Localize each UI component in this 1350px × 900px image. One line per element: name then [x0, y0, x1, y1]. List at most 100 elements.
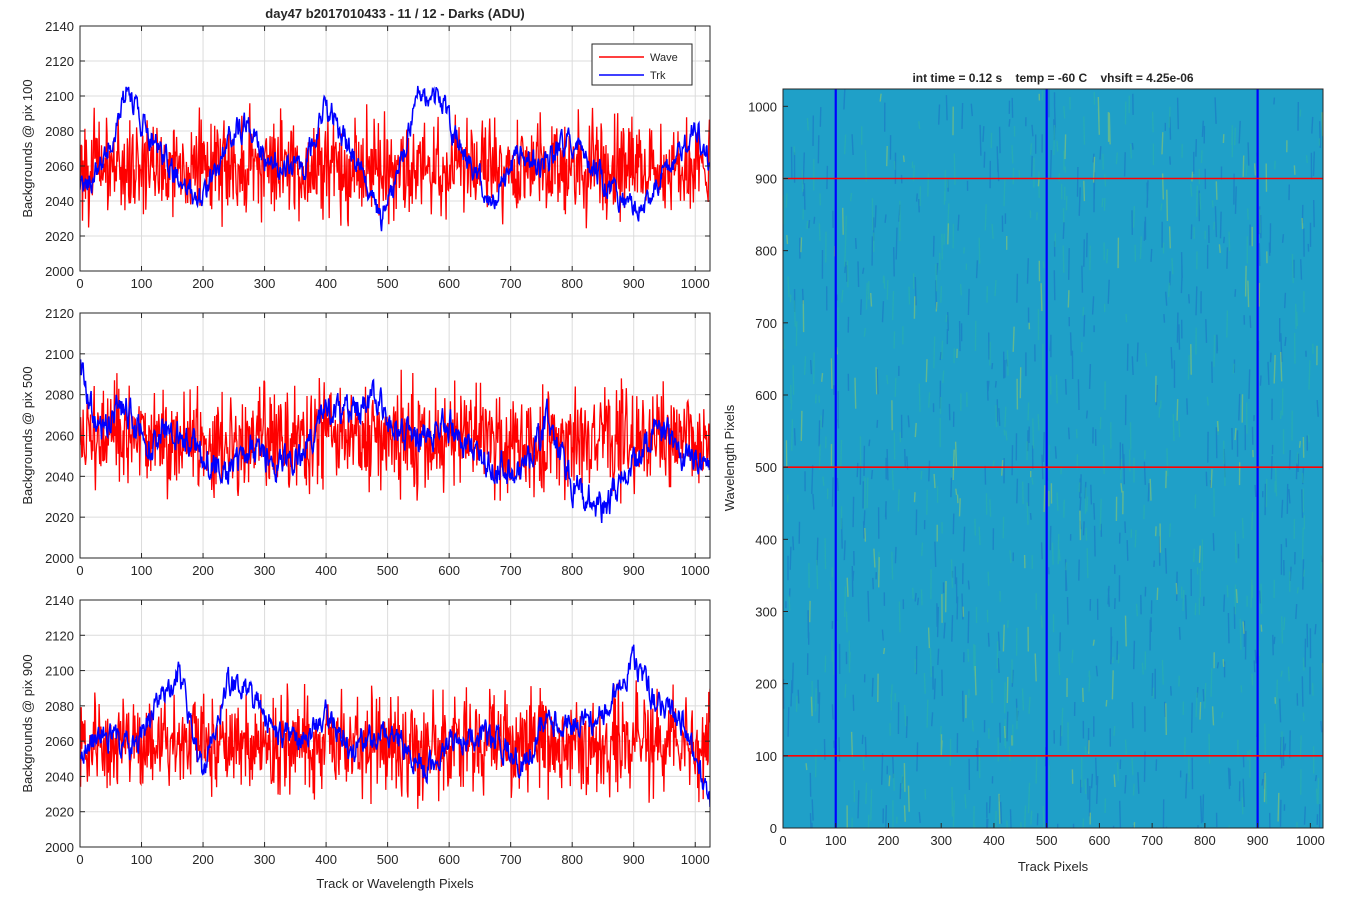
x-tick-label: 500 — [377, 563, 399, 578]
figure-title: day47 b2017010433 - 11 / 12 - Darks (ADU… — [265, 6, 524, 21]
x-tick-label: 400 — [983, 833, 1005, 848]
x-tick-label: 300 — [254, 276, 276, 291]
y-tick-label: 2120 — [45, 628, 74, 643]
x-tick-label: 900 — [623, 563, 645, 578]
x-tick-label: 600 — [438, 276, 460, 291]
x-tick-label: 1000 — [681, 276, 710, 291]
y-tick-label: 2040 — [45, 769, 74, 784]
x-tick-label: 900 — [623, 852, 645, 867]
y-axis-label: Backgrounds @ pix 100 — [20, 79, 35, 217]
x-tick-label: 1000 — [681, 852, 710, 867]
heatmap-texture — [783, 90, 1322, 828]
x-tick-label: 400 — [315, 563, 337, 578]
y-tick-label: 2040 — [45, 469, 74, 484]
x-tick-label: 500 — [1036, 833, 1058, 848]
heatmap-x-axis-label: Track Pixels — [1018, 859, 1089, 874]
y-tick-label: 2080 — [45, 699, 74, 714]
legend-label-wave: Wave — [650, 52, 678, 64]
heatmap-frame — [782, 88, 1324, 829]
x-tick-label: 500 — [377, 852, 399, 867]
line-chart-pix-500: 0 100 200 300 400 500 600 700 800 900 1000 2000 2020… — [20, 306, 711, 578]
series-line-trk — [80, 359, 710, 524]
x-tick-label: 200 — [192, 563, 214, 578]
legend-label-trk: Trk — [650, 70, 666, 82]
legend-box — [591, 43, 693, 86]
y-tick-label: 2100 — [45, 664, 74, 679]
x-tick-label: 900 — [623, 276, 645, 291]
x-tick-label: 700 — [500, 563, 522, 578]
y-tick-label: 2080 — [45, 124, 74, 139]
y-tick-label: 2120 — [45, 54, 74, 69]
heatmap-title: int time = 0.12 s temp = -60 C vhsift = … — [912, 71, 1193, 85]
y-tick-label: 1000 — [748, 99, 777, 114]
x-axis-label-left: Track or Wavelength Pixels — [316, 876, 474, 891]
x-tick-label: 200 — [878, 833, 900, 848]
x-tick-label: 800 — [561, 276, 583, 291]
x-tick-label: 0 — [76, 563, 83, 578]
y-tick-label: 900 — [755, 171, 777, 186]
heatmap-chart: int time = 0.12 s temp = -60 C vhsift = … — [722, 71, 1325, 874]
y-tick-label: 0 — [770, 821, 777, 836]
y-tick-label: 2060 — [45, 159, 74, 174]
x-tick-label: 200 — [192, 276, 214, 291]
x-tick-label: 0 — [76, 276, 83, 291]
x-tick-label: 700 — [500, 276, 522, 291]
x-tick-label: 400 — [315, 852, 337, 867]
x-tick-label: 300 — [254, 563, 276, 578]
legend: Wave Trk — [591, 43, 693, 86]
x-tick-label: 100 — [131, 563, 153, 578]
y-tick-label: 2000 — [45, 264, 74, 279]
heatmap-texture — [785, 93, 1323, 828]
x-tick-label: 600 — [1089, 833, 1111, 848]
x-tick-label: 900 — [1247, 833, 1269, 848]
y-tick-label: 2020 — [45, 510, 74, 525]
x-tick-label: 600 — [438, 852, 460, 867]
x-tick-label: 300 — [254, 852, 276, 867]
y-axis-label: Backgrounds @ pix 900 — [20, 654, 35, 792]
y-tick-label: 2040 — [45, 194, 74, 209]
y-tick-label: 2100 — [45, 89, 74, 104]
x-tick-label: 1000 — [1296, 833, 1325, 848]
y-tick-label: 2060 — [45, 734, 74, 749]
x-tick-label: 0 — [76, 852, 83, 867]
y-tick-label: 500 — [755, 460, 777, 475]
x-tick-label: 1000 — [681, 563, 710, 578]
x-tick-label: 700 — [1141, 833, 1163, 848]
y-tick-label: 700 — [755, 316, 777, 331]
axes-frame — [79, 25, 711, 272]
x-tick-label: 0 — [779, 833, 786, 848]
y-tick-label: 600 — [755, 388, 777, 403]
y-axis-label: Backgrounds @ pix 500 — [20, 366, 35, 504]
y-tick-label: 2020 — [45, 805, 74, 820]
y-tick-label: 2140 — [45, 19, 74, 34]
y-tick-label: 2120 — [45, 306, 74, 321]
y-tick-label: 100 — [755, 749, 777, 764]
line-chart-pix-900: 0 100 200 300 400 500 600 700 800 900 1000 2000 2020… — [20, 593, 711, 867]
axes-frame — [79, 599, 711, 848]
x-tick-label: 800 — [1194, 833, 1216, 848]
y-tick-label: 2140 — [45, 593, 74, 608]
heatmap-y-axis-label: Wavelength Pixels — [722, 404, 737, 511]
x-tick-label: 800 — [561, 852, 583, 867]
y-tick-label: 2000 — [45, 840, 74, 855]
series-line-trk — [80, 644, 710, 808]
x-tick-label: 800 — [561, 563, 583, 578]
series-line-wave — [80, 680, 710, 809]
x-tick-label: 600 — [438, 563, 460, 578]
x-tick-label: 500 — [377, 276, 399, 291]
series-line-trk — [80, 85, 710, 232]
y-tick-label: 2100 — [45, 347, 74, 362]
y-tick-label: 2000 — [45, 551, 74, 566]
x-tick-label: 100 — [131, 852, 153, 867]
x-tick-label: 100 — [825, 833, 847, 848]
x-tick-label: 300 — [930, 833, 952, 848]
x-tick-label: 400 — [315, 276, 337, 291]
y-tick-label: 2060 — [45, 429, 74, 444]
y-tick-label: 2020 — [45, 229, 74, 244]
y-tick-label: 200 — [755, 677, 777, 692]
y-tick-label: 2080 — [45, 388, 74, 403]
x-tick-label: 200 — [192, 852, 214, 867]
y-tick-label: 300 — [755, 604, 777, 619]
y-tick-label: 800 — [755, 244, 777, 259]
